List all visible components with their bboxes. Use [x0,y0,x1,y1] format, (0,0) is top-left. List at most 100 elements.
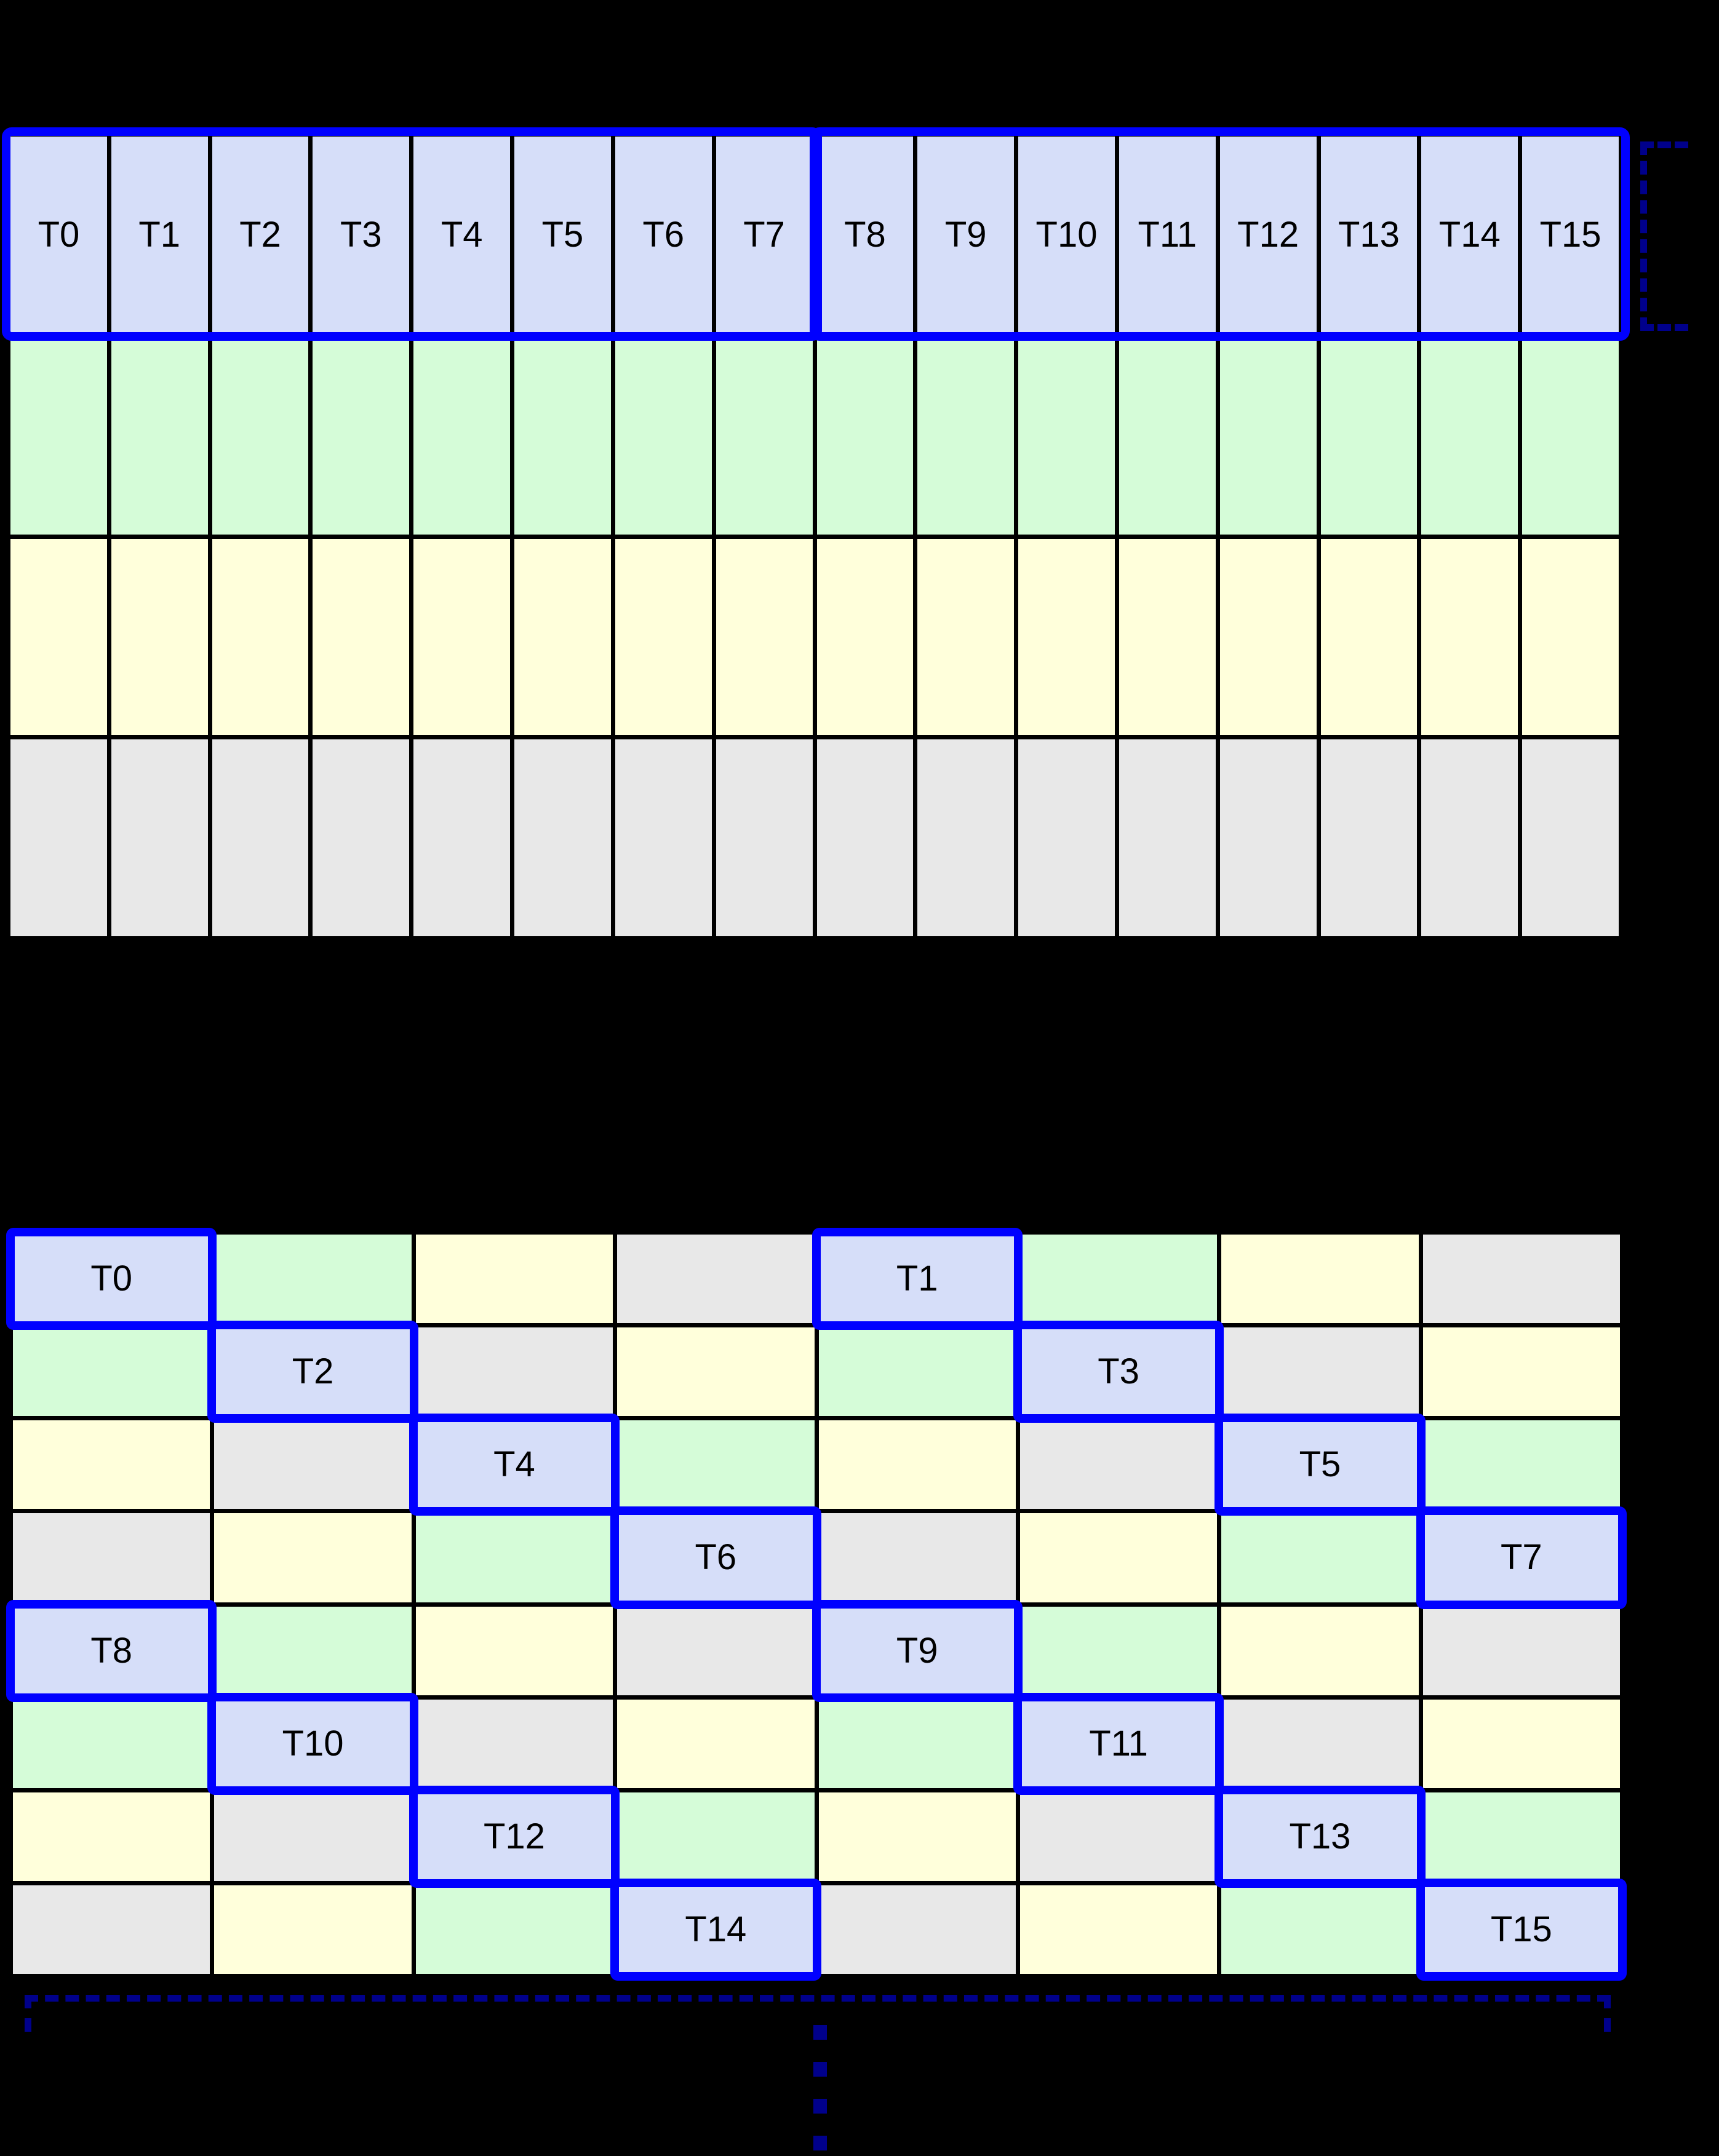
top-memory-cell [1219,337,1317,535]
top-thread-cell-T1: T1 [111,137,208,333]
top-memory-cell [1119,337,1216,535]
ellipsis-dash [813,2025,827,2040]
swizzled-memory-cell [1019,1885,1218,1974]
swizzled-memory-cell [818,1885,1016,1974]
grid-width-dashed-bracket [25,1995,1611,2032]
swizzled-thread-cell-T9: T9 [812,1599,1023,1702]
swizzled-memory-cell [1422,1420,1620,1510]
swizzled-memory-cell [1019,1420,1218,1510]
top-memory-cell [1018,538,1115,736]
top-thread-cell-T2: T2 [212,137,309,333]
swizzled-thread-cell-T8: T8 [6,1599,217,1702]
swizzled-memory-cell [818,1420,1016,1510]
top-memory-cell [10,337,107,535]
swizzled-memory-cell [617,1420,815,1510]
top-memory-cell [1421,538,1518,736]
top-thread-cell-T7: T7 [716,137,813,333]
swizzled-memory-cell [1221,1699,1419,1788]
swizzled-memory-cell [13,1513,210,1602]
swizzled-thread-access-grid: T0 T1 T2 T3 T4 T5 T6 T7 T8 T9 T10 T11 T12 T13 T14 T15 [6,1227,1627,1981]
top-thread-cell-T10: T10 [1018,137,1115,333]
swizzled-memory-cell [1422,1235,1620,1324]
top-memory-cell [111,739,208,936]
swizzled-memory-cell [1221,1885,1419,1974]
top-memory-cell [1522,739,1619,936]
top-thread-cell-T12: T12 [1219,137,1317,333]
swizzled-memory-cell [214,1792,412,1881]
top-memory-cell [1320,739,1418,936]
swizzled-thread-cell-T1: T1 [812,1227,1023,1331]
top-memory-cell [1522,538,1619,736]
swizzled-thread-cell-T3: T3 [1013,1321,1224,1423]
top-thread-cell-T5: T5 [514,137,611,333]
swizzled-memory-cell [617,1699,815,1788]
swizzled-memory-cell [818,1699,1016,1788]
top-memory-cell [514,739,611,936]
top-memory-cell [716,739,813,936]
top-memory-cell [10,538,107,736]
swizzled-memory-cell [214,1235,412,1324]
top-memory-cell [1320,538,1418,736]
swizzled-memory-cell [415,1699,613,1788]
swizzled-memory-cell [818,1513,1016,1602]
swizzled-memory-cell [415,1513,613,1602]
swizzled-memory-cell [415,1885,613,1974]
swizzled-thread-cell-T4: T4 [409,1414,620,1516]
top-memory-cell [413,337,511,535]
row-height-dashed-bracket [1640,141,1688,331]
swizzled-thread-cell-T14: T14 [610,1878,821,1981]
swizzled-thread-cell-T13: T13 [1214,1785,1426,1888]
top-memory-cell [514,337,611,535]
top-memory-cell [1018,739,1115,936]
top-thread-cell-T9: T9 [917,137,1015,333]
top-memory-cell [413,739,511,936]
top-memory-cell [212,538,309,736]
top-memory-cell [313,337,410,535]
top-thread-cell-T6: T6 [615,137,712,333]
swizzled-memory-cell [617,1606,815,1695]
swizzled-thread-cell-T5: T5 [1214,1414,1426,1516]
swizzled-memory-cell [1422,1327,1620,1417]
top-memory-cell [514,538,611,736]
top-memory-cell [816,538,914,736]
top-thread-cell-T15: T15 [1522,137,1619,333]
top-memory-cell [111,538,208,736]
top-memory-cell [1219,538,1317,736]
top-thread-cell-T3: T3 [313,137,410,333]
swizzled-thread-cell-T11: T11 [1013,1692,1224,1795]
swizzled-memory-cell [1019,1513,1218,1602]
linear-thread-access-grid: T0 T1 T2 T3 T4 T5 T6 T7 T8 T9 T10 T11 T12 T13 T14 T15 [6,132,1623,941]
vertical-ellipsis [813,2025,827,2150]
top-memory-cell [212,337,309,535]
swizzled-memory-cell [13,1699,210,1788]
top-memory-cell [716,538,813,736]
top-memory-cell [615,739,712,936]
top-memory-cell [716,337,813,535]
swizzled-memory-cell [1221,1235,1419,1324]
top-thread-cell-T4: T4 [413,137,511,333]
top-thread-cell-T0: T0 [10,137,107,333]
swizzled-memory-cell [1019,1792,1218,1881]
swizzled-memory-cell [415,1235,613,1324]
swizzled-memory-cell [214,1513,412,1602]
swizzled-memory-cell [818,1792,1016,1881]
top-memory-cell [313,538,410,736]
swizzled-memory-cell [214,1885,412,1974]
swizzled-thread-cell-T2: T2 [207,1321,419,1423]
top-memory-cell [917,739,1015,936]
top-memory-cell [1018,337,1115,535]
top-memory-cell [1320,337,1418,535]
top-thread-cell-T8: T8 [816,137,914,333]
top-memory-cell [615,337,712,535]
top-memory-cell [1522,337,1619,535]
swizzled-memory-cell [1019,1606,1218,1695]
swizzled-thread-cell-T7: T7 [1416,1506,1627,1609]
swizzled-memory-cell [13,1327,210,1417]
ellipsis-dash [813,2099,827,2114]
swizzled-memory-cell [415,1327,613,1417]
top-memory-cell [615,538,712,736]
swizzled-memory-cell [1422,1699,1620,1788]
swizzled-memory-cell [1422,1606,1620,1695]
ellipsis-dash [813,2062,827,2077]
swizzled-memory-cell [1422,1792,1620,1881]
